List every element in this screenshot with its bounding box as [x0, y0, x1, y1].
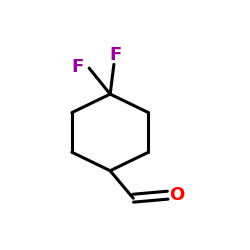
Text: F: F — [71, 58, 84, 76]
Text: F: F — [110, 46, 122, 64]
Text: O: O — [170, 186, 185, 204]
